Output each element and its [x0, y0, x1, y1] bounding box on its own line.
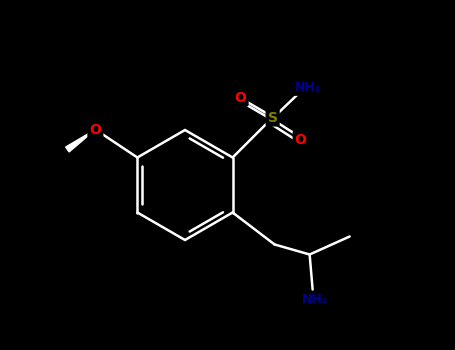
Text: O: O — [90, 122, 101, 136]
Text: O: O — [295, 133, 307, 147]
Polygon shape — [66, 130, 96, 152]
Text: O: O — [235, 91, 247, 105]
Text: S: S — [268, 111, 278, 125]
Text: NH₂: NH₂ — [294, 81, 321, 94]
Text: NH₂: NH₂ — [302, 293, 328, 306]
